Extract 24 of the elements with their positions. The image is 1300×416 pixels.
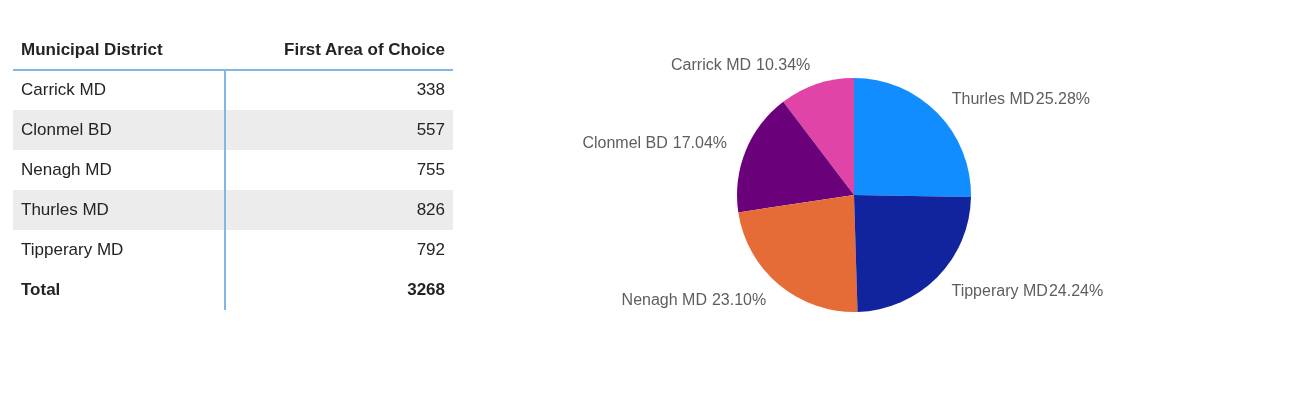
slice-label: Carrick MD	[671, 56, 752, 74]
category-label: Clonmel BD	[21, 120, 112, 139]
data-label: 17.04%	[672, 134, 728, 152]
data-label: 25.28%	[1035, 89, 1091, 107]
category-label: Tipperary MD	[21, 240, 124, 259]
data-label: 792	[416, 240, 445, 259]
category-label: Carrick MD	[21, 80, 106, 99]
data-label: 23.10%	[711, 291, 767, 309]
data-label: 24.24%	[1048, 282, 1104, 300]
slice-label: Thurles MD	[951, 89, 1035, 107]
data-label: 10.34%	[756, 56, 811, 74]
data-label: 755	[416, 160, 445, 179]
text: 3268	[407, 280, 445, 299]
text: First Area of Choice	[284, 40, 445, 59]
data-label: 338	[416, 80, 445, 99]
text: Total	[21, 280, 61, 299]
category-label: Nenagh MD	[21, 160, 112, 179]
data-label: 557	[416, 120, 445, 139]
category-label: Thurles MD	[21, 200, 109, 219]
slice-label: Clonmel BD	[582, 134, 668, 152]
data-label: 826	[416, 200, 445, 219]
slice-label: Nenagh MD	[621, 291, 707, 309]
slice-label: Tipperary MD	[951, 282, 1048, 300]
text: Municipal District	[21, 40, 164, 59]
